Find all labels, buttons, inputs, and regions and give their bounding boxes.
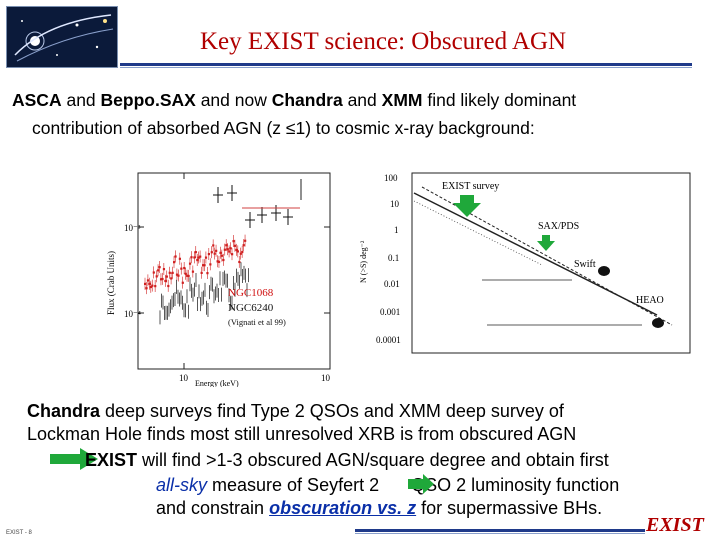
- intro-asca: ASCA: [12, 90, 62, 110]
- spectrum-figure: 10⁻³ 10⁻⁴ 10 10 Energy (keV) Flux (Crab …: [100, 165, 332, 388]
- intro-and-1: and: [61, 90, 101, 110]
- label-swift: Swift: [574, 259, 596, 270]
- exist-logo: [6, 6, 118, 68]
- slide-footer: EXIST - 8: [6, 530, 32, 536]
- ytick-0-0001: 0.0001: [376, 335, 401, 345]
- body-line-2: Lockman Hole finds most still unresolved…: [27, 424, 577, 444]
- ytick-1: 1: [394, 225, 399, 235]
- body-line-1: Chandra deep surveys find Type 2 QSOs an…: [27, 401, 564, 422]
- tick-10-a: 10: [179, 373, 189, 383]
- body-chandra: Chandra: [27, 401, 101, 421]
- title-rule-thin: [120, 67, 692, 68]
- tick-10-b: 10: [321, 373, 331, 383]
- spectrum-data-points: [144, 185, 293, 325]
- spectrum-ylabel: Flux (Crab Units): [106, 251, 116, 315]
- sax-arrow-icon: [537, 235, 555, 251]
- intro-chandra: Chandra: [271, 90, 343, 110]
- intro-and-2: and now: [195, 90, 272, 110]
- ytick-100: 100: [384, 173, 398, 183]
- body-line-4-mid: measure of Seyfert 2: [207, 475, 385, 495]
- green-arrow-icon: [50, 448, 98, 470]
- tick-1e4: 10⁻⁴: [124, 309, 141, 319]
- label-sax-pds: SAX/PDS: [538, 221, 579, 232]
- body-line-5-b: for supermassive BHs.: [416, 498, 603, 518]
- ytick-10: 10: [390, 199, 400, 209]
- body-exist: EXIST: [85, 450, 138, 470]
- heao-point: [652, 318, 664, 328]
- spectrum-frame: [137, 172, 331, 370]
- ytick-0-01: 0.01: [384, 279, 400, 289]
- body-line-3-rest: will find >1-3 obscured AGN/square degre…: [137, 450, 609, 470]
- ytick-0-1: 0.1: [388, 253, 399, 263]
- logns-ylabel: N (>S) deg⁻²: [359, 240, 368, 283]
- label-exist-survey: EXIST survey: [442, 181, 499, 192]
- spectrum-xlabel: Energy (keV): [195, 379, 239, 387]
- exist-arrow-icon: [453, 195, 481, 217]
- label-ngc1068: NGC1068: [228, 287, 274, 299]
- body-line-3: EXIST will find >1-3 obscured AGN/square…: [85, 450, 609, 471]
- intro-beppo: Beppo.SAX: [100, 90, 196, 110]
- body-line-4: all-sky measure of Seyfert 2 QSO 2 lumin…: [156, 475, 619, 496]
- body-line-5: and constrain obscuration vs. z for supe…: [156, 498, 602, 519]
- logn-logs-figure: 100 10 1 0.1 0.01 0.001 0.0001 N (>S) de…: [352, 165, 692, 363]
- label-ngc6240: NGC6240: [228, 302, 274, 314]
- body-obscuration: obscuration vs. z: [269, 498, 417, 518]
- body-line-4-end: QSO 2 luminosity function: [406, 475, 620, 495]
- intro-line-2: contribution of absorbed AGN (z ≤1) to c…: [32, 118, 535, 138]
- slide-title: Key EXIST science: Obscured AGN: [200, 28, 567, 55]
- logns-frame: [411, 172, 691, 354]
- intro-xmm: XMM: [381, 90, 423, 110]
- tick-1e3: 10⁻³: [124, 223, 141, 233]
- body-line-5-a: and constrain: [156, 498, 270, 518]
- ytick-0-001: 0.001: [380, 307, 400, 317]
- inline-green-arrow-icon: [408, 474, 434, 494]
- intro-line-1: ASCA and Beppo.SAX and now Chandra and X…: [12, 90, 576, 111]
- label-heao: HEAO: [636, 295, 664, 306]
- intro-and-3: and: [342, 90, 382, 110]
- footer-rule-thin: [355, 533, 645, 534]
- body-all-sky: all-sky: [156, 475, 208, 495]
- brand-label: EXIST: [646, 514, 704, 536]
- swift-point: [598, 266, 610, 276]
- footer-rule: [355, 529, 645, 532]
- logo-graphic: [7, 7, 117, 67]
- title-rule: [120, 63, 692, 66]
- logns-curve-3: [413, 200, 543, 266]
- label-reference: (Vignati et al 99): [228, 317, 286, 327]
- intro-rest: find likely dominant: [422, 90, 577, 110]
- body-line-1-rest: deep surveys find Type 2 QSOs and XMM de…: [100, 401, 564, 421]
